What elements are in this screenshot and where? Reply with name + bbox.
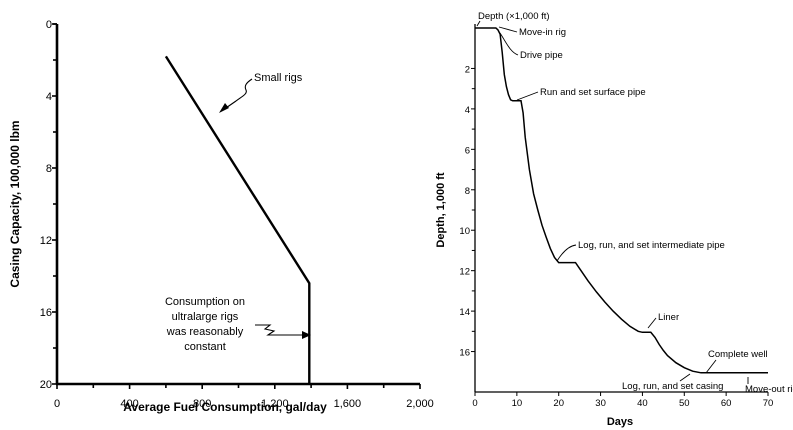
chart1-y-tick-labels: 0 4 8 12 16 20 [40, 19, 52, 391]
consumption-annotation: Consumption on ultralarge rigs was reaso… [165, 296, 245, 353]
x-tick-label: 400 [120, 398, 138, 410]
small-rigs-annotation: Small rigs [254, 72, 303, 84]
intermediate-pipe-annotation: Log, run, and set intermediate pipe [578, 240, 725, 251]
drilling-depth-chart: 0 10 20 30 40 50 60 70 2 4 6 8 10 12 14 16 Days Depth,… [435, 11, 793, 428]
y-tick-label: 2 [465, 64, 470, 75]
y-tick-label: 8 [465, 186, 470, 197]
chart1-x-axis-label: Average Fuel Consumption, gal/day [123, 400, 327, 414]
move-in-rig-arrow [498, 26, 518, 33]
consumption-annotation-line3: was reasonably [166, 326, 244, 338]
chart1-x-tick-labels: 0 400 800 1,200 1,600 2,000 [54, 398, 434, 410]
y-tick-label: 10 [459, 226, 470, 237]
drive-pipe-arrow [499, 32, 519, 56]
casing-annotation: Log, run, and set casing [622, 381, 723, 392]
liner-annotation: Liner [658, 312, 679, 323]
x-tick-label: 0 [54, 398, 60, 410]
drive-pipe-annotation: Drive pipe [520, 50, 563, 61]
surface-pipe-annotation: Run and set surface pipe [540, 87, 646, 98]
chart2-ticks [471, 67, 769, 396]
move-out-rig-annotation: Move-out rig [745, 384, 793, 395]
move-in-rig-annotation: Move-in rig [519, 27, 566, 38]
y-tick-label: 8 [46, 163, 52, 175]
y-tick-label: 14 [459, 307, 470, 318]
complete-well-arrow [705, 359, 717, 374]
x-tick-label: 60 [721, 398, 732, 409]
consumption-annotation-line2: ultralarge rigs [172, 311, 239, 323]
depth-unit-arrow [476, 20, 481, 27]
y-tick-label: 20 [40, 379, 52, 391]
x-tick-label: 30 [595, 398, 606, 409]
chart2-y-tick-labels: 2 4 6 8 10 12 14 16 [459, 64, 470, 358]
consumption-arrow [255, 324, 305, 336]
x-tick-label: 0 [472, 398, 477, 409]
chart1-y-axis-label: Casing Capacity, 100,000 lbm [8, 120, 22, 287]
depth-unit-annotation: Depth (×1,000 ft) [478, 11, 550, 22]
y-tick-label: 6 [465, 145, 470, 156]
x-tick-label: 1,600 [334, 398, 362, 410]
x-tick-label: 2,000 [406, 398, 434, 410]
chart2-x-axis-label: Days [607, 416, 633, 428]
consumption-arrowhead [302, 331, 311, 339]
x-tick-label: 1,200 [261, 398, 289, 410]
x-tick-label: 800 [193, 398, 211, 410]
small-rigs-arrowhead [219, 103, 229, 113]
x-tick-label: 10 [512, 398, 523, 409]
chart2-x-tick-labels: 0 10 20 30 40 50 60 70 [472, 398, 773, 409]
y-tick-label: 4 [465, 105, 470, 116]
depth-vs-days-line [475, 27, 768, 374]
y-tick-label: 12 [40, 235, 52, 247]
x-tick-label: 50 [679, 398, 690, 409]
x-tick-label: 70 [763, 398, 774, 409]
y-tick-label: 16 [459, 348, 470, 359]
consumption-annotation-line1: Consumption on [165, 296, 245, 308]
y-tick-label: 12 [459, 267, 470, 278]
x-tick-label: 20 [553, 398, 564, 409]
small-rigs-arrow [222, 78, 253, 111]
fuel-consumption-chart: 0 400 800 1,200 1,600 2,000 0 4 8 12 16 20 Average… [8, 19, 434, 414]
y-tick-label: 0 [46, 19, 52, 31]
y-tick-label: 4 [46, 91, 52, 103]
consumption-annotation-line4: constant [184, 341, 226, 353]
surface-pipe-arrow [516, 91, 539, 101]
chart2-y-axis-label: Depth, 1,000 ft [435, 172, 447, 248]
casing-arrow [679, 373, 691, 382]
small-rigs-line [164, 55, 311, 384]
x-tick-label: 40 [637, 398, 648, 409]
complete-well-annotation: Complete well [708, 349, 768, 360]
intermediate-pipe-arrow [556, 244, 577, 262]
y-tick-label: 16 [40, 307, 52, 319]
liner-arrow [647, 317, 657, 329]
